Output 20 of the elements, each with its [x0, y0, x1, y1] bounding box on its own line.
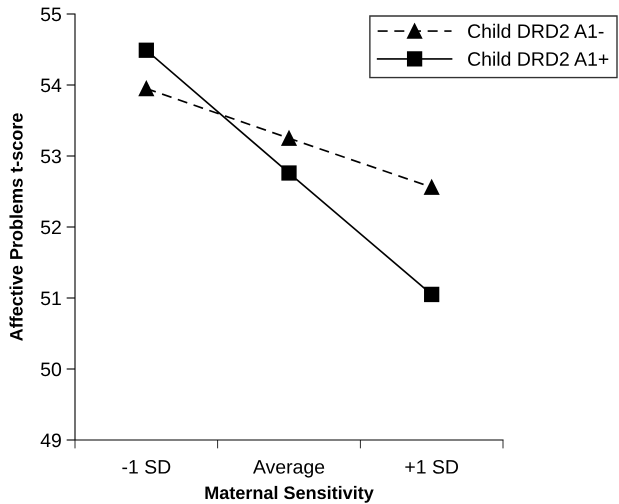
- y-tick-label: 49: [40, 433, 61, 448]
- y-tick-label: 52: [40, 220, 61, 234]
- y-tick-label: 51: [40, 292, 61, 306]
- y-tick-label: 55: [40, 8, 61, 22]
- legend-label: Child DRD2 A1-: [468, 24, 604, 38]
- y-tick-label: 50: [40, 362, 62, 376]
- point: [281, 165, 297, 181]
- point: [138, 80, 154, 96]
- y-tick-label: 53: [40, 149, 61, 164]
- legend-label: Child DRD2 A1+: [468, 52, 608, 66]
- x-tick-label: Average: [253, 460, 324, 478]
- point: [424, 180, 440, 195]
- point: [138, 42, 154, 58]
- point: [424, 286, 440, 302]
- x-tick-label: +1 SD: [405, 460, 458, 474]
- point: [281, 130, 297, 146]
- x-axis-title: Maternal Sensitivity: [205, 486, 374, 503]
- y-tick-label: 54: [40, 78, 62, 92]
- x-tick-label: -1 SD: [122, 460, 170, 474]
- y-axis-title: Affective Problems t-score: [9, 113, 23, 341]
